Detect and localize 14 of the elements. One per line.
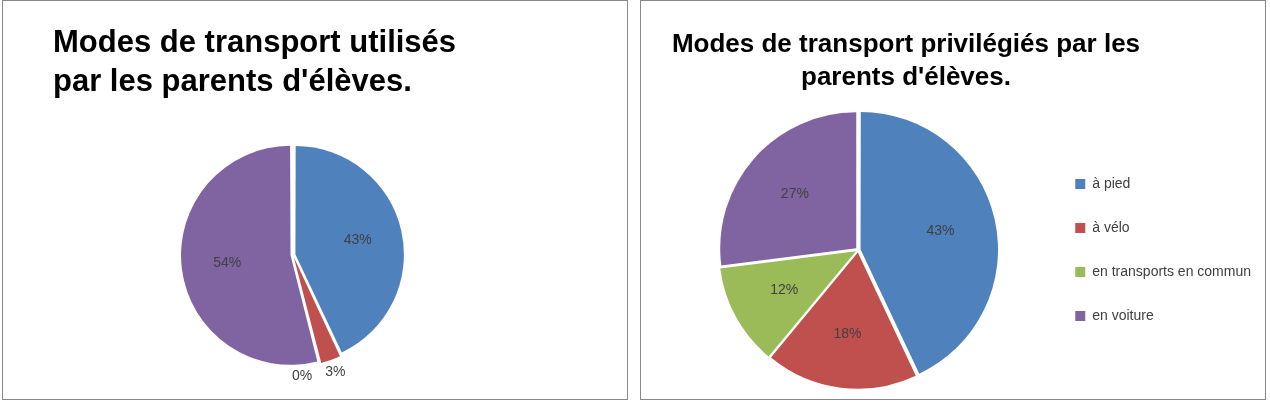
data-label: 43% <box>343 231 372 248</box>
data-label: 3% <box>325 363 346 380</box>
data-label: 18% <box>833 324 862 341</box>
chart-title: Modes de transport utilisés par les parents d'élèves. <box>53 23 458 100</box>
legend-label: à vélo <box>1092 218 1130 235</box>
legend-label: en transports en commun <box>1092 262 1252 279</box>
data-label: 54% <box>213 254 242 271</box>
data-label: 27% <box>780 185 809 202</box>
data-label: 43% <box>926 222 955 239</box>
chart-title: Modes de transport privilégiés par les parents d'élèves. <box>671 27 1141 92</box>
data-label: 12% <box>770 281 799 298</box>
text: 0% <box>291 366 313 383</box>
legend-label: à pied <box>1092 174 1131 191</box>
legend-label: en voiture <box>1092 306 1154 323</box>
